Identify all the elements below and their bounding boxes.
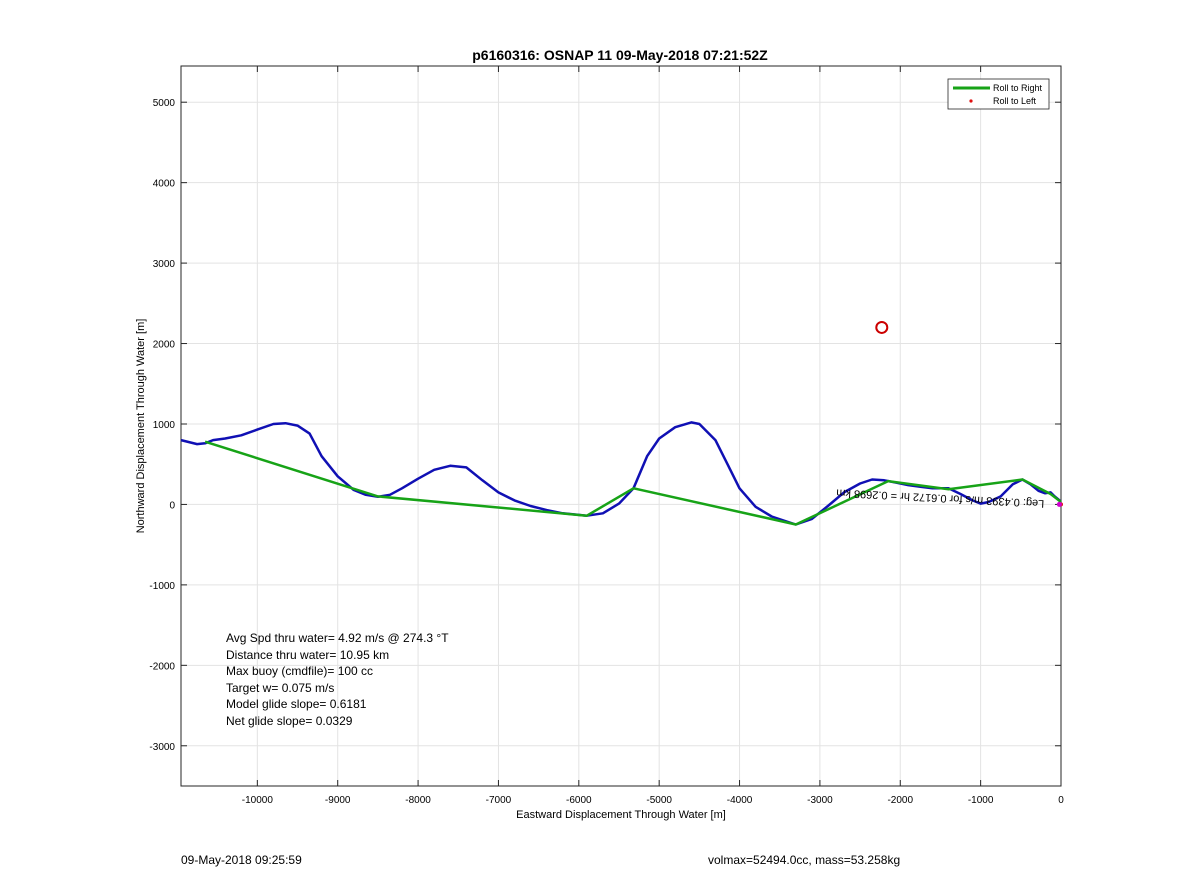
chart-title: p6160316: OSNAP 11 09-May-2018 07:21:52Z bbox=[472, 47, 768, 63]
legend-label-roll-right: Roll to Right bbox=[993, 83, 1043, 93]
y-tick-label: 1000 bbox=[153, 420, 176, 431]
y-tick-label: -2000 bbox=[149, 661, 175, 672]
footer-timestamp: 09-May-2018 09:25:59 bbox=[181, 853, 302, 867]
leg-annotation: Leg: 0.4393 m/s for 0.6172 hr = 0.2698 k… bbox=[836, 486, 1045, 509]
x-tick-label: -9000 bbox=[325, 795, 351, 806]
end-point-marker bbox=[1056, 501, 1062, 507]
legend-label-roll-left: Roll to Left bbox=[993, 96, 1037, 106]
y-tick-label: -3000 bbox=[149, 742, 175, 753]
y-tick-label: 0 bbox=[169, 500, 175, 511]
x-tick-label: -8000 bbox=[405, 795, 431, 806]
target-w-text: Target w= 0.075 m/s bbox=[226, 680, 335, 695]
plot-area bbox=[180, 65, 1062, 787]
y-axis-label: Northward Displacement Through Water [m] bbox=[135, 319, 147, 534]
net-glide-slope-text: Net glide slope= 0.0329 bbox=[226, 713, 353, 728]
avg-speed-text: Avg Spd thru water= 4.92 m/s @ 274.3 °T bbox=[226, 631, 449, 645]
y-tick-label: 4000 bbox=[153, 179, 176, 190]
ticks: -10000 -9000 -8000 -7000 -6000 -5000 -4000 -300… bbox=[149, 66, 1064, 806]
legend-box bbox=[947, 78, 1050, 110]
y-tick-label: 2000 bbox=[153, 340, 176, 351]
x-tick-label: -5000 bbox=[646, 795, 672, 806]
footer-vol-mass: volmax=52494.0cc, mass=53.258kg bbox=[708, 853, 901, 867]
y-tick-label: -1000 bbox=[149, 581, 175, 592]
legend-swatch-roll-left bbox=[969, 99, 973, 103]
x-tick-label: -6000 bbox=[566, 795, 592, 806]
distance-text: Distance thru water= 10.95 km bbox=[226, 647, 390, 662]
y-tick-label: 3000 bbox=[153, 259, 176, 270]
stats-annotation: Avg Spd thru water= 4.92 m/s @ 274.3 °T … bbox=[226, 630, 449, 730]
x-tick-label: -10000 bbox=[242, 795, 274, 806]
series-track-line bbox=[180, 421, 1062, 526]
y-tick-label: 5000 bbox=[153, 98, 176, 109]
x-tick-label: -4000 bbox=[727, 795, 753, 806]
series-roll-to-right-line bbox=[204, 440, 1062, 526]
legend: Roll to Right Roll to Left bbox=[947, 78, 1050, 110]
x-tick-label: -3000 bbox=[807, 795, 833, 806]
x-tick-label: 0 bbox=[1058, 795, 1064, 806]
series-layer bbox=[180, 421, 1063, 526]
target-circle-marker bbox=[875, 320, 889, 334]
x-tick-label: -2000 bbox=[887, 795, 913, 806]
x-tick-label: -1000 bbox=[968, 795, 994, 806]
x-axis-label: Eastward Displacement Through Water [m] bbox=[516, 809, 726, 821]
model-glide-slope-text: Model glide slope= 0.6181 bbox=[226, 697, 367, 712]
max-buoy-text: Max buoy (cmdfile)= 100 cc bbox=[226, 664, 374, 679]
x-tick-label: -7000 bbox=[486, 795, 512, 806]
